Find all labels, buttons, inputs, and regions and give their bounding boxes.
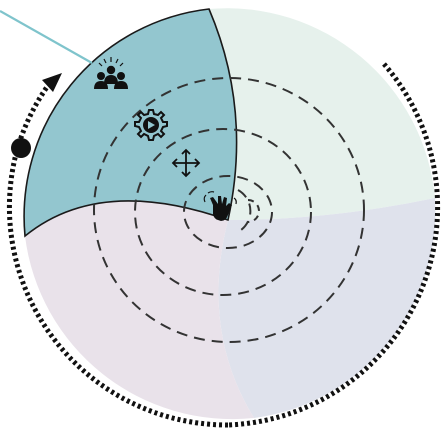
sector-bottom-right: [218, 198, 436, 418]
ring-inner-arc-2: [247, 199, 260, 223]
progress-dot[interactable]: [11, 138, 31, 158]
sector-top-left-highlighted[interactable]: [23, 8, 238, 238]
outer-arc-right: [227, 62, 441, 428]
move-arrows-icon: [171, 148, 201, 178]
dashed-rings: [93, 77, 365, 343]
ring-2: [134, 128, 312, 296]
people-icon: [94, 57, 128, 89]
outer-arc-left: [6, 149, 229, 428]
connector-line: [0, 10, 93, 64]
ring-3: [93, 77, 365, 343]
gear-play-icon: [134, 109, 168, 141]
waving-hand-icon: [203, 191, 237, 221]
ring-1: [183, 175, 273, 249]
arc-arrow-icon: [42, 73, 62, 92]
ring-inner-arc-1: [237, 189, 252, 233]
